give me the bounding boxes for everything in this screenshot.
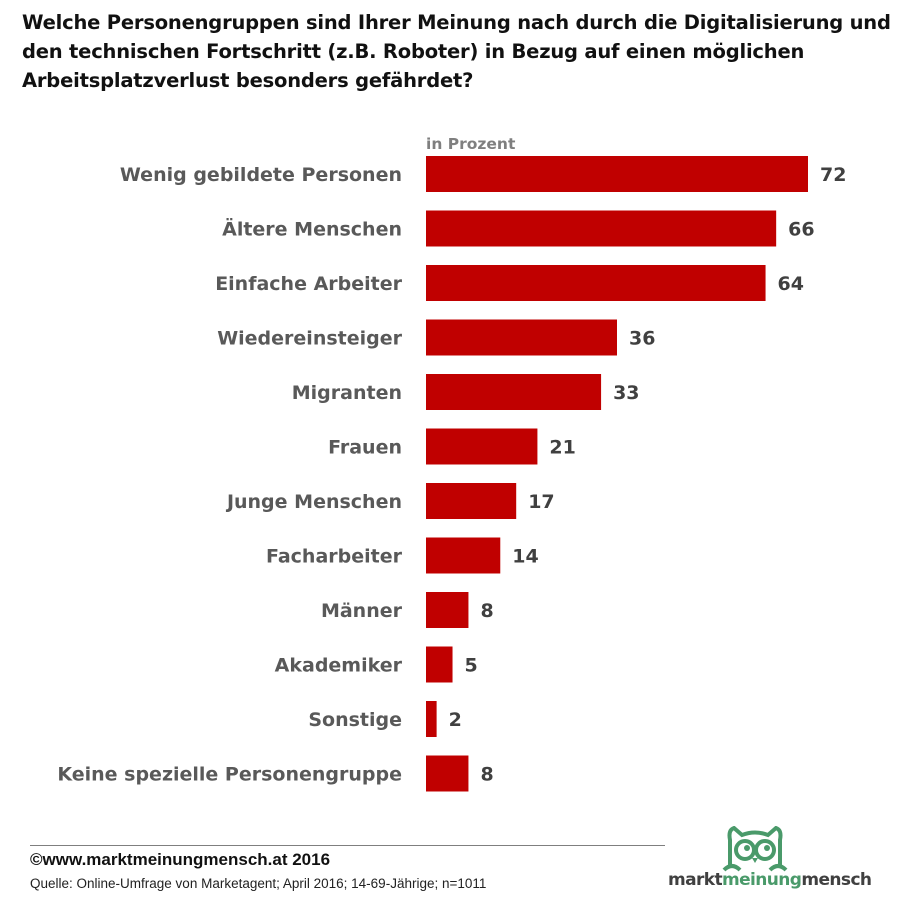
- value-label: 17: [528, 491, 554, 513]
- footer-divider: [30, 845, 665, 846]
- value-label: 14: [512, 546, 538, 568]
- chart-title: Welche Personengruppen sind Ihrer Meinun…: [22, 11, 891, 92]
- category-label: Wiedereinsteiger: [217, 328, 402, 350]
- value-label: 8: [480, 600, 493, 622]
- bar: [426, 210, 777, 247]
- owl-icon: [722, 826, 788, 872]
- bar: [426, 428, 538, 465]
- category-label: Sonstige: [308, 709, 402, 731]
- unit-label: in Prozent: [426, 135, 516, 153]
- category-label: Keine spezielle Personengruppe: [57, 764, 402, 786]
- source-text: Quelle: Online-Umfrage von Marketagent; …: [30, 876, 487, 891]
- category-label: Facharbeiter: [266, 546, 403, 568]
- category-label: Frauen: [328, 437, 402, 459]
- bar: [426, 592, 469, 628]
- bar: [426, 537, 501, 574]
- bar: [426, 646, 453, 683]
- value-label: 8: [480, 764, 493, 786]
- category-label: Migranten: [292, 382, 402, 404]
- logo-wordmark: marktmeinungmensch: [668, 870, 872, 890]
- bar: [426, 701, 437, 737]
- value-label: 21: [549, 437, 575, 459]
- category-label: Wenig gebildete Personen: [120, 164, 402, 186]
- category-label: Einfache Arbeiter: [215, 273, 402, 295]
- category-label: Männer: [321, 600, 403, 622]
- category-label: Akademiker: [275, 655, 403, 677]
- bar: [426, 755, 469, 792]
- logo-word-2: meinung: [722, 870, 802, 890]
- value-label: 72: [820, 164, 846, 186]
- bar: [426, 483, 517, 519]
- bar: [426, 156, 808, 192]
- bar: [426, 265, 766, 301]
- copyright-text: ©www.marktmeinungmensch.at 2016: [30, 850, 331, 869]
- logo-word-1: markt: [668, 870, 723, 890]
- value-label: 2: [449, 709, 462, 731]
- value-label: 66: [788, 219, 814, 241]
- value-label: 64: [778, 273, 804, 295]
- category-label: Ältere Menschen: [222, 217, 402, 241]
- bar: [426, 319, 617, 356]
- category-label: Junge Menschen: [225, 491, 402, 513]
- bar: [426, 374, 602, 410]
- logo: marktmeinungmensch: [668, 826, 878, 896]
- value-label: 33: [613, 382, 639, 404]
- value-label: 5: [465, 655, 478, 677]
- logo-word-3: mensch: [801, 870, 872, 890]
- value-label: 36: [629, 328, 655, 350]
